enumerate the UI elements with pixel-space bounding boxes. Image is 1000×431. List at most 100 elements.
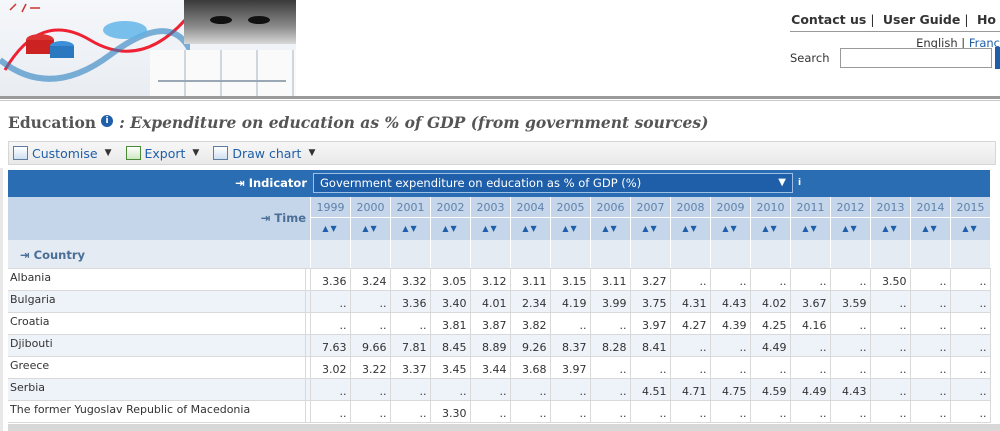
country-header-cells: [310, 240, 990, 268]
value-cell: ..: [789, 334, 831, 357]
value-cell: 4.49: [789, 378, 831, 401]
country-label[interactable]: ⇥ Country: [20, 248, 86, 262]
value-cell: 3.67: [789, 290, 831, 313]
value-cell: 3.11: [509, 268, 551, 291]
value-cell: 2.34: [509, 290, 551, 313]
value-cell: ..: [669, 356, 711, 379]
value-cell: 3.44: [469, 356, 511, 379]
dropdown-arrow-icon: ▼: [308, 148, 316, 158]
country-header-cell: [950, 240, 990, 268]
country-header-cell: [790, 240, 830, 268]
contact-us-link[interactable]: Contact us: [791, 12, 867, 27]
value-cell: ..: [789, 268, 831, 291]
year-column-header: 2002 ▲▼: [430, 197, 470, 240]
scrollbar-horizontal[interactable]: [8, 424, 1000, 431]
year-label: 2006: [591, 197, 630, 218]
value-cell: ..: [909, 356, 951, 379]
value-cell: 3.99: [589, 290, 631, 313]
value-cell: 3.27: [629, 268, 671, 291]
country-header-cell: [310, 240, 350, 268]
header-divider-thin: [0, 100, 1000, 101]
sort-arrows-icon[interactable]: ▲▼: [962, 224, 979, 233]
sort-arrows-icon[interactable]: ▲▼: [722, 224, 739, 233]
value-cell: 3.40: [429, 290, 471, 313]
year-column-header: 2014 ▲▼: [910, 197, 950, 240]
sort-arrows-icon[interactable]: ▲▼: [322, 224, 339, 233]
value-cell: ..: [589, 400, 631, 423]
country-name: Croatia: [8, 312, 306, 335]
value-cell: 3.30: [429, 400, 471, 423]
sort-arrows-icon[interactable]: ▲▼: [682, 224, 699, 233]
value-cell: 4.59: [749, 378, 791, 401]
table-row: Albania 3.36 3.24 3.32 3.05 3.12 3.11 3.15 3.11 3…: [8, 268, 991, 291]
sort-arrows-icon[interactable]: ▲▼: [402, 224, 419, 233]
banner-image: [0, 0, 296, 96]
search-input[interactable]: [840, 48, 992, 68]
country-header-cell: [670, 240, 710, 268]
data-table: Albania 3.36 3.24 3.32 3.05 3.12 3.11 3.15 3.11 3…: [8, 268, 991, 423]
value-cell: ..: [509, 378, 551, 401]
sort-arrows-icon[interactable]: ▲▼: [522, 224, 539, 233]
value-cell: ..: [789, 400, 831, 423]
value-cell: ..: [349, 312, 391, 335]
value-cell: ..: [549, 378, 591, 401]
value-cell: 3.87: [469, 312, 511, 335]
value-cell: ..: [349, 378, 391, 401]
value-cell: 3.97: [629, 312, 671, 335]
value-cell: 3.81: [429, 312, 471, 335]
value-cell: 4.43: [709, 290, 751, 313]
table-row: The former Yugoslav Republic of Macedoni…: [8, 400, 991, 423]
sort-arrows-icon[interactable]: ▲▼: [882, 224, 899, 233]
value-cell: ..: [909, 290, 951, 313]
value-cell: 3.32: [389, 268, 431, 291]
dropdown-arrow-icon: ▼: [104, 148, 112, 158]
sort-arrows-icon[interactable]: ▲▼: [562, 224, 579, 233]
value-cell: ..: [749, 356, 791, 379]
user-guide-link[interactable]: User Guide: [882, 12, 961, 27]
info-icon[interactable]: i: [101, 115, 114, 127]
sort-arrows-icon[interactable]: ▲▼: [362, 224, 379, 233]
indicator-info-icon[interactable]: i: [798, 178, 802, 188]
year-columns: 1999 ▲▼ 2000 ▲▼ 2001 ▲▼ 2002 ▲▼ 2003 ▲▼ 2004 ▲▼ 2005…: [310, 197, 990, 240]
time-header-row: ⇥ Time 1999 ▲▼ 2000 ▲▼ 2001 ▲▼ 2002 ▲▼ 2003 ▲▼ 200…: [8, 197, 990, 240]
sort-arrows-icon[interactable]: ▲▼: [762, 224, 779, 233]
value-cell: ..: [389, 312, 431, 335]
chevron-down-icon: ▼: [778, 177, 786, 188]
table-row: Greece 3.02 3.22 3.37 3.45 3.44 3.68 3.97......…: [8, 356, 991, 379]
country-header-cell: [710, 240, 750, 268]
year-column-header: 2013 ▲▼: [870, 197, 910, 240]
value-cell: 3.22: [349, 356, 391, 379]
indicator-label[interactable]: ⇥ Indicator: [235, 176, 307, 190]
value-cell: 7.81: [389, 334, 431, 357]
time-label[interactable]: ⇥ Time: [260, 211, 306, 225]
value-cell: 4.71: [669, 378, 711, 401]
sort-arrows-icon[interactable]: ▲▼: [482, 224, 499, 233]
value-cell: ..: [869, 334, 911, 357]
value-cell: ..: [909, 400, 951, 423]
value-cell: 4.43: [829, 378, 871, 401]
sort-arrows-icon[interactable]: ▲▼: [842, 224, 859, 233]
banner-graphic-icon: [0, 3, 190, 82]
sort-arrows-icon[interactable]: ▲▼: [922, 224, 939, 233]
sort-arrows-icon[interactable]: ▲▼: [642, 224, 659, 233]
language-french[interactable]: Franc: [968, 36, 1000, 50]
sort-arrows-icon[interactable]: ▲▼: [602, 224, 619, 233]
search-button[interactable]: [995, 47, 1000, 69]
language-english[interactable]: English: [916, 36, 958, 50]
sort-arrows-icon[interactable]: ▲▼: [442, 224, 459, 233]
year-label: 2001: [391, 197, 430, 218]
top-links-divider: [790, 31, 1000, 32]
year-column-header: 2015 ▲▼: [950, 197, 990, 240]
country-header-cell: [630, 240, 670, 268]
value-cell: ..: [949, 356, 991, 379]
indicator-select[interactable]: Government expenditure on education as %…: [313, 173, 793, 193]
year-label: 2004: [511, 197, 550, 218]
value-cell: ..: [869, 356, 911, 379]
draw-chart-menu[interactable]: Draw chart ▼: [213, 146, 315, 161]
export-menu[interactable]: Export ▼: [125, 146, 199, 161]
value-cell: ..: [349, 290, 391, 313]
sort-arrows-icon[interactable]: ▲▼: [802, 224, 819, 233]
customise-menu[interactable]: Customise ▼: [13, 146, 112, 161]
value-cell: ..: [949, 334, 991, 357]
home-link[interactable]: Ho: [976, 12, 996, 27]
